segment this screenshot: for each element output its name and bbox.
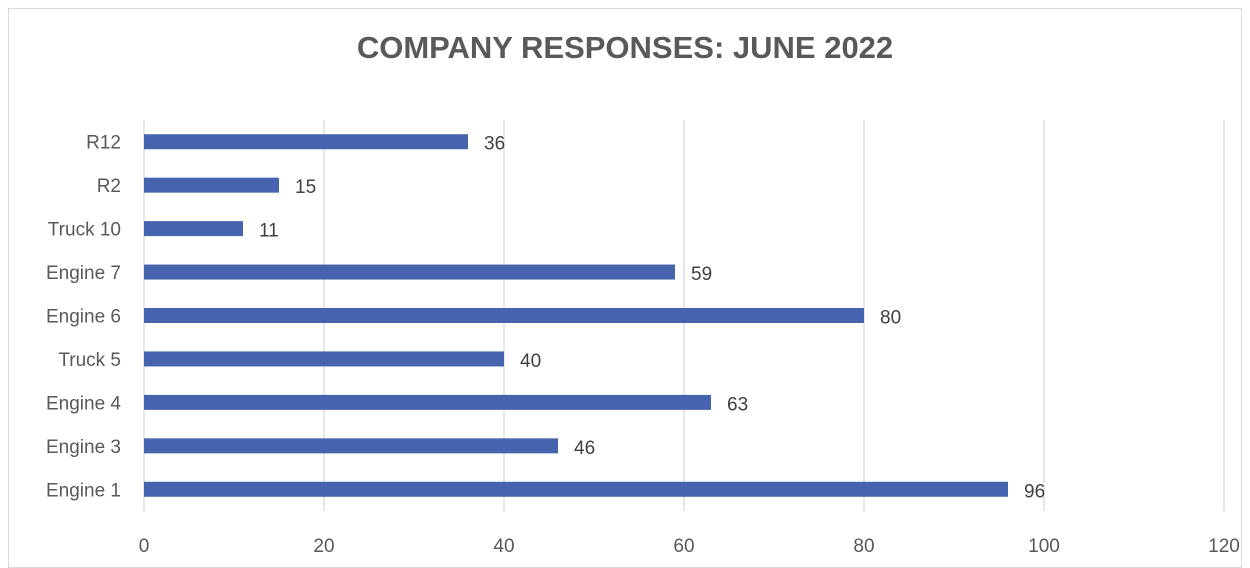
data-label: 15 [295, 177, 316, 198]
x-tick-label: 120 [1208, 536, 1240, 553]
bar [144, 177, 279, 193]
data-labels: 96 46 63 40 80 59 11 15 36 [259, 134, 1045, 503]
data-label: 80 [880, 308, 901, 329]
bar [144, 394, 711, 410]
x-tick-label: 0 [139, 536, 150, 553]
data-label: 40 [520, 351, 541, 372]
category-label: Truck 5 [58, 350, 121, 371]
bar [144, 438, 558, 454]
x-tick-label: 60 [673, 536, 694, 553]
x-tick-label: 100 [1028, 536, 1060, 553]
bar [144, 134, 468, 150]
category-label: Truck 10 [48, 220, 121, 241]
category-label: Engine 7 [46, 263, 121, 284]
x-tick-label: 40 [493, 536, 514, 553]
category-label: R12 [86, 133, 121, 154]
bar [144, 264, 675, 280]
category-label: Engine 3 [46, 437, 121, 458]
category-label: Engine 1 [46, 480, 121, 501]
bar [144, 351, 504, 367]
category-label: Engine 6 [46, 307, 121, 328]
category-tick-labels: Engine 1 Engine 3 Engine 4 Truck 5 Engine 6 E… [46, 133, 121, 502]
value-axis-ticks: 0 20 40 60 80 100 120 [139, 536, 1240, 553]
data-label: 36 [484, 134, 505, 155]
category-label: Engine 4 [46, 393, 121, 414]
bar-chart-plot: 96 46 63 40 80 59 11 15 36 0 20 40 60 80 100 120 Engin… [46, 120, 1240, 553]
chart-frame [8, 8, 1242, 568]
bars [144, 134, 1008, 497]
x-tick-label: 20 [313, 536, 334, 553]
data-label: 96 [1024, 481, 1045, 502]
data-label: 63 [727, 394, 748, 415]
bar [144, 308, 864, 323]
data-label: 46 [574, 438, 595, 459]
bar [144, 221, 243, 237]
bar [144, 481, 1008, 497]
chart-title: COMPANY RESPONSES: JUNE 2022 [356, 30, 894, 65]
data-label: 59 [691, 264, 712, 285]
x-tick-label: 80 [853, 536, 874, 553]
category-label: R2 [97, 176, 121, 197]
data-label: 11 [259, 221, 279, 242]
